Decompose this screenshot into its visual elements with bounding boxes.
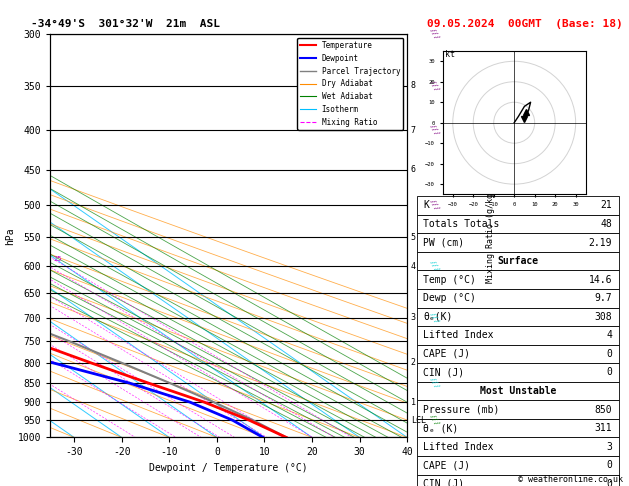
Text: 8: 8 [411,81,416,90]
Bar [417,363,618,382]
Text: kt: kt [445,50,455,59]
Text: CIN (J): CIN (J) [423,367,464,378]
Text: 0: 0 [606,479,612,486]
Text: 4: 4 [606,330,612,340]
Bar [417,270,618,289]
Bar [417,400,618,419]
Bar [417,419,618,437]
Text: ///: /// [428,376,440,390]
Text: 850: 850 [594,404,612,415]
Text: Dewp (°C): Dewp (°C) [423,293,476,303]
Text: 2: 2 [411,358,416,367]
Text: PW (cm): PW (cm) [423,238,464,247]
Text: 9.7: 9.7 [594,293,612,303]
Bar [417,345,618,363]
Text: Most Unstable: Most Unstable [479,386,556,396]
Text: © weatheronline.co.uk: © weatheronline.co.uk [518,474,623,484]
Text: ///: /// [428,198,440,212]
Text: 308: 308 [594,312,612,322]
Text: 5: 5 [411,233,416,242]
Bar [417,326,618,345]
Text: 6: 6 [411,165,416,174]
Bar [417,456,618,474]
Text: -34°49'S  301°32'W  21m  ASL: -34°49'S 301°32'W 21m ASL [31,19,220,30]
Text: θₑ (K): θₑ (K) [423,423,459,433]
Text: CIN (J): CIN (J) [423,479,464,486]
Text: θₑ(K): θₑ(K) [423,312,453,322]
Text: 2.19: 2.19 [589,238,612,247]
Bar [417,289,618,308]
Text: CAPE (J): CAPE (J) [423,349,470,359]
Text: ///: /// [428,259,440,273]
Text: Temp (°C): Temp (°C) [423,275,476,285]
Text: 3: 3 [411,313,416,322]
Text: 0: 0 [606,367,612,378]
Text: 311: 311 [594,423,612,433]
Text: 1: 1 [411,398,416,407]
Bar [417,196,618,215]
Text: Lifted Index: Lifted Index [423,442,494,451]
Text: ///: /// [428,27,440,41]
Text: 7: 7 [411,126,416,135]
Y-axis label: hPa: hPa [5,227,15,244]
Text: 0: 0 [606,349,612,359]
Text: ///: /// [428,123,440,138]
Text: Totals Totals: Totals Totals [423,219,499,229]
Text: Lifted Index: Lifted Index [423,330,494,340]
Bar [417,382,618,400]
Legend: Temperature, Dewpoint, Parcel Trajectory, Dry Adiabat, Wet Adiabat, Isotherm, Mi: Temperature, Dewpoint, Parcel Trajectory… [297,38,403,130]
Bar [417,474,618,486]
Text: LCL: LCL [411,416,426,425]
Text: CAPE (J): CAPE (J) [423,460,470,470]
Text: 0: 0 [606,460,612,470]
Text: 21: 21 [601,200,612,210]
Bar [417,308,618,326]
X-axis label: Dewpoint / Temperature (°C): Dewpoint / Temperature (°C) [150,463,308,473]
Text: K: K [423,200,429,210]
Bar [417,215,618,233]
Text: 3: 3 [606,442,612,451]
Text: ///: /// [428,311,440,325]
Text: 48: 48 [601,219,612,229]
Text: 4: 4 [411,262,416,271]
Text: ///: /// [428,413,440,427]
Bar [417,437,618,456]
Text: 14.6: 14.6 [589,275,612,285]
Text: Surface: Surface [497,256,538,266]
Text: 25: 25 [53,256,62,262]
Text: Pressure (mb): Pressure (mb) [423,404,499,415]
Text: Mixing Ratio (g/kg): Mixing Ratio (g/kg) [486,188,494,283]
Text: 09.05.2024  00GMT  (Base: 18): 09.05.2024 00GMT (Base: 18) [427,19,623,30]
Bar [417,252,618,270]
Bar [417,233,618,252]
Text: ///: /// [428,79,440,93]
